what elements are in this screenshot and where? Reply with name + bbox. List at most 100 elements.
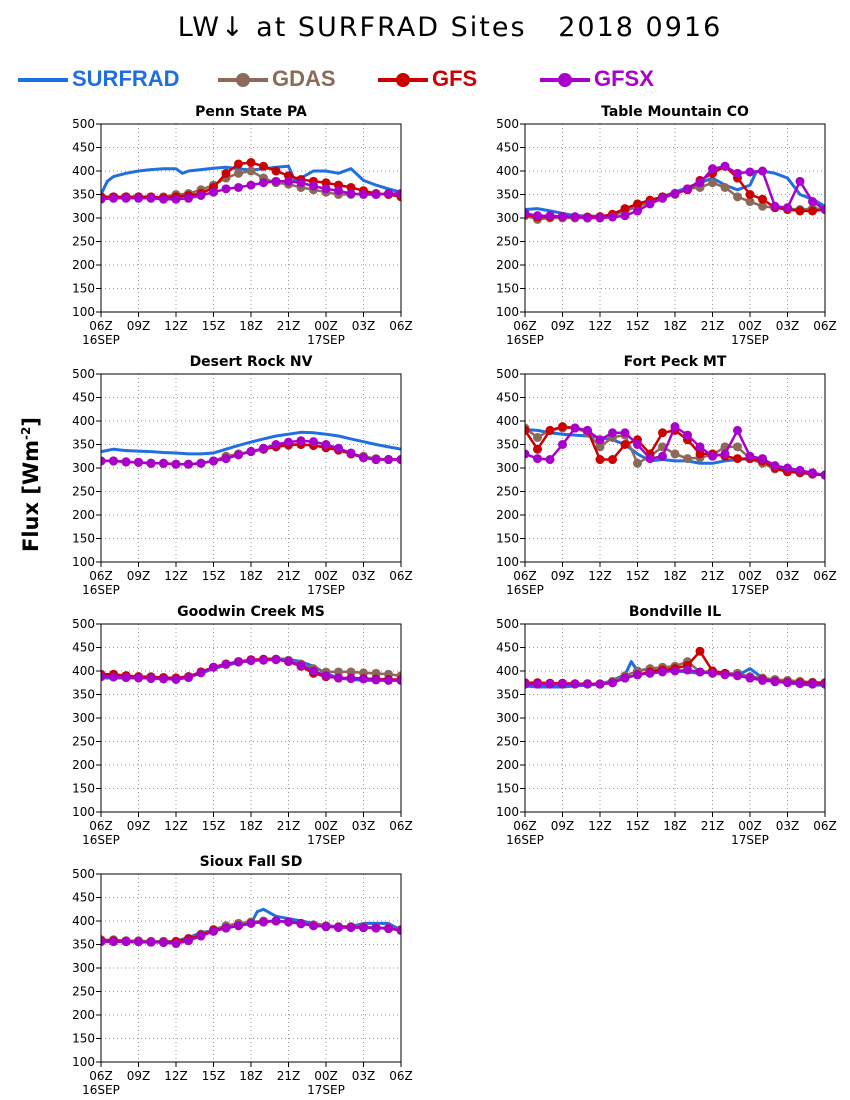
- data-point-gfsx: [558, 440, 567, 449]
- data-point-gfsx: [196, 458, 206, 468]
- series-group: [101, 158, 401, 204]
- x-tick-label: 21Z: [277, 569, 301, 583]
- data-point-gfs: [271, 166, 281, 176]
- data-point-gfsx: [695, 442, 705, 452]
- data-point-gfsx: [384, 675, 393, 685]
- data-point-gfs: [259, 161, 268, 171]
- data-point-gfsx: [121, 193, 131, 203]
- data-point-gfsx: [271, 440, 281, 449]
- data-point-gfsx: [645, 454, 655, 464]
- x-tick-label: 12Z: [588, 319, 612, 333]
- data-point-gdas: [246, 166, 256, 176]
- data-point-gfs: [633, 199, 642, 209]
- x-tick-label: 15Z: [202, 819, 226, 833]
- y-tick-label: 450: [496, 391, 519, 405]
- x-date-label: 17SEP: [307, 333, 345, 347]
- data-point-gfsx: [770, 461, 780, 471]
- data-point-gfsx: [109, 456, 118, 466]
- data-point-gfsx: [608, 212, 617, 222]
- y-tick-label: 250: [496, 485, 519, 499]
- y-tick-label: 400: [72, 164, 95, 178]
- data-point-gfsx: [371, 675, 381, 685]
- x-date-label: 16SEP: [82, 1083, 120, 1097]
- data-point-gfs: [608, 455, 617, 465]
- x-tick-label: 00Z: [314, 819, 338, 833]
- legend-label: GFSX: [594, 66, 654, 91]
- panel-title: Fort Peck MT: [624, 354, 727, 370]
- data-point-gfsx: [708, 451, 717, 461]
- series-group: [101, 654, 401, 685]
- panel-bondville-il: Bondville IL 100 150 200 250 300 350 400 450 500 0…: [496, 604, 837, 847]
- y-tick-label: 150: [72, 532, 95, 546]
- data-point-gfsx: [396, 675, 401, 685]
- data-point-gfsx: [720, 449, 730, 459]
- legend-swatch: [540, 73, 590, 87]
- panel-title: Sioux Fall SD: [200, 854, 303, 870]
- data-point-gfsx: [221, 454, 231, 464]
- y-tick-label: 200: [496, 508, 519, 522]
- data-point-gfsx: [745, 167, 755, 177]
- x-tick-label: 06Z: [813, 319, 837, 333]
- x-tick-label: 09Z: [551, 569, 575, 583]
- data-point-gfsx: [733, 168, 742, 178]
- data-point-gfsx: [184, 936, 193, 946]
- data-point-gdas: [633, 458, 642, 468]
- data-point-gfsx: [321, 440, 331, 449]
- y-tick-label: 450: [496, 641, 519, 655]
- data-point-gfsx: [184, 673, 193, 683]
- y-tick-label: 400: [496, 664, 519, 678]
- data-point-gfsx: [708, 668, 717, 678]
- x-date-label: 17SEP: [731, 833, 769, 847]
- data-point-gfsx: [795, 679, 805, 689]
- x-tick-label: 03Z: [352, 319, 376, 333]
- data-point-gfsx: [259, 917, 268, 927]
- series-group: [101, 430, 401, 469]
- panel-goodwin-creek-ms: Goodwin Creek MS 100 150 200 250 300 350 400 450…: [72, 604, 413, 847]
- x-tick-label: 18Z: [239, 569, 263, 583]
- data-point-gfsx: [146, 937, 156, 947]
- x-tick-label: 00Z: [738, 569, 762, 583]
- x-tick-label: 06Z: [389, 1069, 413, 1083]
- data-point-gfsx: [670, 666, 680, 676]
- panel-title: Bondville IL: [629, 604, 721, 620]
- data-point-gfsx: [384, 924, 393, 934]
- data-point-gfsx: [396, 455, 401, 465]
- y-tick-label: 400: [496, 164, 519, 178]
- data-point-gfsx: [296, 660, 306, 670]
- x-date-label: 17SEP: [731, 583, 769, 597]
- x-tick-label: 21Z: [701, 319, 725, 333]
- legend-swatch: [218, 73, 268, 87]
- x-tick-label: 06Z: [813, 819, 837, 833]
- data-point-gfsx: [134, 673, 143, 683]
- data-point-gfsx: [184, 193, 193, 203]
- x-tick-label: 06Z: [89, 1069, 113, 1083]
- data-point-gdas: [733, 192, 742, 202]
- data-point-gfsx: [359, 674, 368, 684]
- data-point-gfs: [620, 204, 630, 214]
- panel-title: Desert Rock NV: [190, 354, 313, 370]
- data-point-gfs: [525, 425, 530, 435]
- y-tick-label: 300: [72, 961, 95, 975]
- data-point-gfsx: [321, 671, 331, 681]
- y-tick-label: 400: [496, 414, 519, 428]
- x-tick-label: 03Z: [776, 319, 800, 333]
- x-tick-label: 00Z: [314, 1069, 338, 1083]
- data-point-gfsx: [570, 212, 580, 222]
- data-point-gfsx: [171, 674, 181, 684]
- data-point-gfs: [620, 440, 630, 449]
- panel-fort-peck-mt: Fort Peck MT 100 150 200 250 300 350 400 450 500 0…: [496, 354, 837, 597]
- data-point-gfsx: [271, 655, 281, 665]
- data-point-gfsx: [121, 937, 131, 947]
- y-tick-label: 400: [72, 914, 95, 928]
- data-point-gfsx: [595, 435, 605, 445]
- x-tick-label: 15Z: [202, 569, 226, 583]
- data-point-gfsx: [271, 916, 281, 926]
- x-date-label: 16SEP: [506, 833, 544, 847]
- data-point-gfsx: [525, 679, 530, 689]
- panel-desert-rock-nv: Desert Rock NV 100 150 200 250 300 350 400 450 50…: [72, 354, 413, 597]
- x-tick-label: 15Z: [626, 819, 650, 833]
- y-tick-label: 500: [72, 367, 95, 381]
- y-tick-label: 100: [496, 305, 519, 319]
- data-point-gfsx: [670, 189, 680, 199]
- data-point-gfs: [695, 449, 705, 459]
